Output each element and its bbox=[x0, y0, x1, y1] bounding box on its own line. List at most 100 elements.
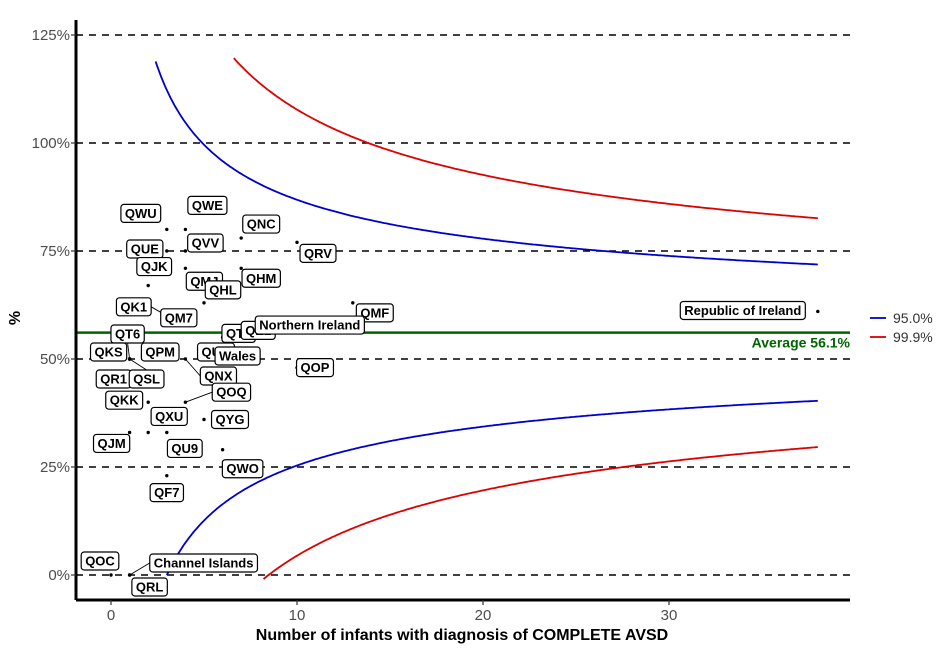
point-label-box bbox=[221, 459, 264, 479]
x-tick-label: 20 bbox=[475, 607, 492, 624]
point-label-text: QKK bbox=[110, 393, 140, 408]
data-point bbox=[146, 283, 150, 288]
point-label-text: QK1 bbox=[120, 299, 147, 314]
point-label-text: QF7 bbox=[154, 485, 179, 500]
point-label-box bbox=[679, 300, 806, 321]
point-label: QM7 bbox=[160, 308, 198, 328]
funnel-999-upper bbox=[233, 57, 818, 220]
point-label-box bbox=[254, 315, 365, 335]
label-leader bbox=[129, 358, 147, 371]
point-label-box bbox=[166, 438, 203, 459]
x-tick-labels: 0 10 20 30 bbox=[107, 600, 678, 624]
y-tick-label: 125% bbox=[32, 27, 70, 44]
label-leader bbox=[127, 342, 131, 360]
point-label-text: QU9 bbox=[171, 441, 198, 456]
data-point bbox=[165, 473, 169, 478]
data-point bbox=[183, 249, 188, 253]
point-label-box bbox=[299, 243, 337, 263]
legend-label: 95.0% bbox=[893, 310, 933, 326]
y-tick-label: 0% bbox=[48, 567, 70, 584]
y-tick-labels: 0% 25% 50% 75% 100% 125% bbox=[32, 27, 76, 584]
data-point bbox=[202, 301, 206, 305]
point-label: QOQ bbox=[211, 382, 252, 402]
point-label-box bbox=[136, 256, 173, 277]
point-label-text: QKS bbox=[95, 345, 124, 360]
data-point bbox=[127, 430, 132, 435]
point-label-box bbox=[131, 577, 168, 597]
point-label: QF7 bbox=[149, 483, 185, 503]
label-leader bbox=[185, 358, 201, 377]
data-point bbox=[109, 573, 113, 577]
point-label-text: QYG bbox=[216, 412, 245, 427]
data-point bbox=[183, 227, 188, 232]
point-label: QHM bbox=[241, 268, 281, 288]
point-label-text: QOQ bbox=[216, 385, 246, 400]
average-line-group: Average 56.1% bbox=[76, 331, 851, 351]
point-label-text: QR1 bbox=[100, 372, 127, 387]
point-label: QRL bbox=[131, 577, 168, 597]
point-label: QKK bbox=[105, 390, 144, 410]
point-label: QYG bbox=[210, 409, 250, 430]
point-label: QPM bbox=[140, 342, 180, 362]
data-point bbox=[165, 430, 169, 435]
point-label: QJK bbox=[136, 256, 173, 277]
average-label: Average 56.1% bbox=[752, 335, 851, 351]
point-label-box bbox=[160, 308, 198, 328]
point-label: QU9 bbox=[166, 438, 203, 459]
point-label: QOC bbox=[80, 551, 120, 571]
point-label-box bbox=[210, 409, 250, 430]
data-point bbox=[295, 240, 299, 245]
point-label-box bbox=[295, 358, 335, 378]
point-label: QVV bbox=[187, 233, 224, 253]
point-label-box bbox=[187, 195, 228, 215]
point-label: Wales bbox=[214, 346, 261, 366]
point-label-text: QUE bbox=[131, 242, 160, 257]
data-point bbox=[146, 400, 150, 404]
x-tick-label: 0 bbox=[107, 607, 115, 624]
data-point bbox=[146, 430, 150, 435]
point-label-box bbox=[355, 303, 394, 323]
data-point bbox=[816, 309, 820, 314]
point-label-box bbox=[89, 342, 128, 362]
data-point bbox=[202, 417, 206, 422]
point-label-text: QWO bbox=[226, 461, 259, 476]
data-point bbox=[239, 236, 243, 240]
y-tick-label: 25% bbox=[40, 459, 70, 476]
point-label-text: QXU bbox=[155, 409, 183, 424]
funnel-95-upper bbox=[154, 61, 818, 266]
point-label-text: QWE bbox=[192, 198, 223, 213]
data-point bbox=[165, 227, 169, 232]
point-label-box bbox=[150, 406, 188, 427]
x-tick-label: 30 bbox=[661, 607, 678, 624]
point-label-text: QPM bbox=[145, 345, 175, 360]
point-label: QK1 bbox=[115, 297, 152, 317]
point-label: QUE bbox=[126, 239, 164, 259]
point-label-text: QOP bbox=[301, 360, 330, 375]
point-label-text: QJK bbox=[141, 259, 168, 274]
point-label: QOP bbox=[295, 358, 335, 378]
data-point bbox=[183, 266, 188, 270]
point-label-box bbox=[105, 390, 144, 410]
y-tick-label: 100% bbox=[32, 135, 70, 152]
point-label: QWO bbox=[221, 459, 264, 479]
point-label: QJM bbox=[92, 433, 131, 454]
point-label-box bbox=[80, 551, 120, 571]
point-label-box bbox=[120, 203, 162, 223]
point-label-text: QJM bbox=[98, 436, 126, 451]
point-label-text: QNC bbox=[247, 217, 277, 232]
point-label-text: QRV bbox=[304, 246, 332, 261]
point-label: Channel Islands bbox=[149, 553, 259, 573]
legend: 95.0% 99.9% bbox=[870, 310, 933, 345]
label-leader bbox=[129, 562, 150, 576]
point-label-text: QOC bbox=[85, 554, 115, 569]
x-axis-title: Number of infants with diagnosis of COMP… bbox=[256, 627, 668, 644]
y-tick-label: 75% bbox=[40, 243, 70, 260]
point-label-text: QHM bbox=[246, 271, 276, 286]
point-label-text: Republic of Ireland bbox=[684, 303, 801, 318]
point-label-text: QWU bbox=[125, 206, 157, 221]
data-point bbox=[165, 249, 169, 253]
point-label-text: QMF bbox=[360, 305, 389, 320]
point-label: QT6 bbox=[110, 324, 145, 344]
point-label-box bbox=[214, 346, 261, 366]
